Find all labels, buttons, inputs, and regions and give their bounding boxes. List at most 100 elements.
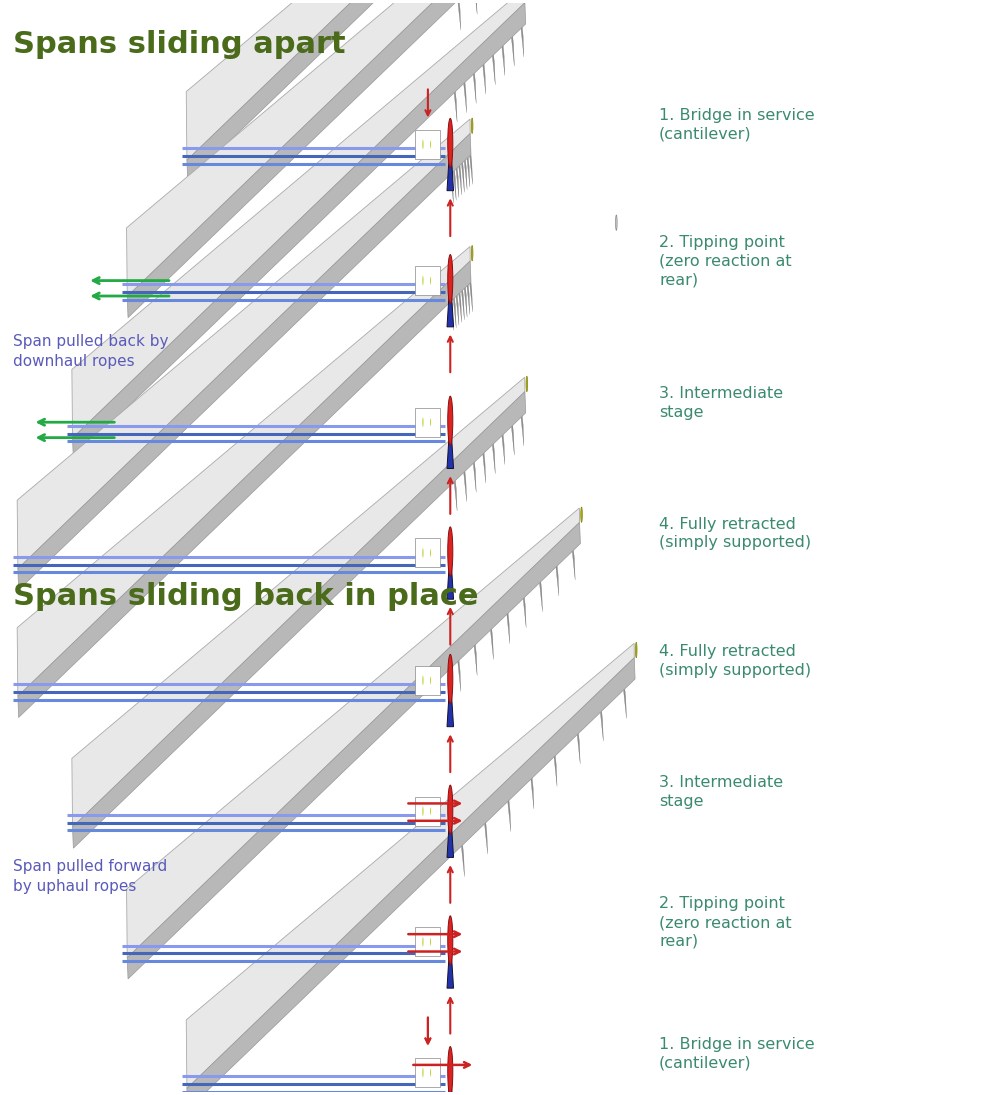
Polygon shape: [520, 7, 524, 57]
Polygon shape: [484, 804, 488, 854]
Polygon shape: [490, 610, 493, 659]
Polygon shape: [127, 508, 580, 958]
Polygon shape: [447, 936, 454, 988]
Polygon shape: [463, 451, 467, 502]
Circle shape: [616, 215, 617, 230]
Polygon shape: [511, 16, 514, 66]
Bar: [415, 539, 440, 567]
Polygon shape: [539, 562, 543, 612]
Bar: [415, 666, 440, 695]
Polygon shape: [472, 442, 476, 493]
Text: Spans sliding back in place: Spans sliding back in place: [13, 583, 478, 611]
Polygon shape: [473, 0, 477, 14]
Polygon shape: [461, 827, 465, 877]
Text: 2. Tipping point
(zero reaction at
rear): 2. Tipping point (zero reaction at rear): [659, 235, 792, 287]
Polygon shape: [553, 736, 557, 786]
Polygon shape: [520, 395, 524, 446]
Text: 1. Bridge in service
(cantilever): 1. Bridge in service (cantilever): [659, 108, 815, 142]
Polygon shape: [457, 0, 461, 31]
Polygon shape: [463, 139, 467, 189]
Polygon shape: [506, 593, 510, 644]
Circle shape: [448, 1047, 453, 1095]
Polygon shape: [463, 267, 467, 318]
Bar: [415, 927, 440, 956]
Polygon shape: [458, 145, 462, 195]
Polygon shape: [461, 269, 464, 320]
Polygon shape: [186, 644, 634, 1088]
Text: 1. Bridge in service
(cantilever): 1. Bridge in service (cantilever): [659, 1037, 815, 1070]
Circle shape: [635, 643, 637, 658]
Circle shape: [448, 118, 453, 168]
Polygon shape: [186, 0, 634, 160]
Polygon shape: [127, 0, 580, 318]
Polygon shape: [127, 522, 580, 979]
Polygon shape: [17, 119, 470, 568]
Polygon shape: [447, 675, 454, 727]
Circle shape: [448, 254, 453, 303]
Polygon shape: [469, 135, 473, 184]
Text: 4. Fully retracted
(simply supported): 4. Fully retracted (simply supported): [659, 517, 811, 551]
Polygon shape: [187, 0, 635, 182]
Polygon shape: [447, 1067, 454, 1095]
Polygon shape: [576, 714, 580, 763]
Bar: [415, 407, 440, 437]
Polygon shape: [73, 2, 526, 459]
Polygon shape: [455, 275, 459, 325]
Polygon shape: [469, 262, 473, 312]
Polygon shape: [482, 433, 486, 483]
Polygon shape: [511, 405, 514, 456]
Bar: [415, 266, 440, 295]
Bar: [415, 130, 440, 159]
Polygon shape: [555, 545, 559, 596]
Polygon shape: [461, 142, 464, 193]
Polygon shape: [450, 153, 453, 203]
Polygon shape: [455, 148, 459, 198]
Polygon shape: [482, 44, 486, 94]
Polygon shape: [600, 691, 603, 741]
Text: 3. Intermediate
stage: 3. Intermediate stage: [659, 775, 783, 809]
Polygon shape: [492, 424, 495, 474]
Circle shape: [471, 118, 473, 134]
Polygon shape: [457, 642, 461, 691]
Circle shape: [448, 785, 453, 834]
Circle shape: [526, 0, 528, 2]
Polygon shape: [463, 62, 467, 113]
Text: 4. Fully retracted
(simply supported): 4. Fully retracted (simply supported): [659, 644, 811, 678]
Polygon shape: [473, 625, 477, 676]
Polygon shape: [458, 273, 462, 322]
Polygon shape: [450, 280, 453, 331]
Polygon shape: [447, 416, 454, 469]
Circle shape: [448, 527, 453, 576]
Polygon shape: [72, 0, 525, 438]
Polygon shape: [466, 264, 470, 314]
Polygon shape: [447, 139, 454, 191]
Polygon shape: [72, 378, 525, 827]
Polygon shape: [501, 414, 505, 464]
Circle shape: [526, 377, 528, 392]
Polygon shape: [447, 805, 454, 857]
Text: Spans sliding apart: Spans sliding apart: [13, 30, 345, 59]
Polygon shape: [18, 134, 471, 590]
Polygon shape: [466, 137, 470, 187]
Polygon shape: [447, 275, 454, 327]
Polygon shape: [187, 658, 635, 1095]
Polygon shape: [17, 246, 470, 696]
Polygon shape: [571, 530, 575, 580]
Polygon shape: [452, 278, 456, 327]
Polygon shape: [530, 759, 534, 809]
Polygon shape: [522, 577, 526, 627]
Text: Span pulled back by
downhaul ropes: Span pulled back by downhaul ropes: [13, 334, 168, 369]
Polygon shape: [472, 54, 476, 103]
Polygon shape: [73, 392, 526, 849]
Circle shape: [448, 655, 453, 704]
Polygon shape: [453, 72, 457, 122]
Polygon shape: [452, 150, 456, 200]
Bar: [415, 797, 440, 826]
Polygon shape: [18, 261, 471, 717]
Circle shape: [448, 396, 453, 446]
Polygon shape: [501, 25, 505, 76]
Bar: [415, 1058, 440, 1087]
Polygon shape: [623, 668, 626, 718]
Circle shape: [581, 507, 582, 522]
Text: 3. Intermediate
stage: 3. Intermediate stage: [659, 387, 783, 419]
